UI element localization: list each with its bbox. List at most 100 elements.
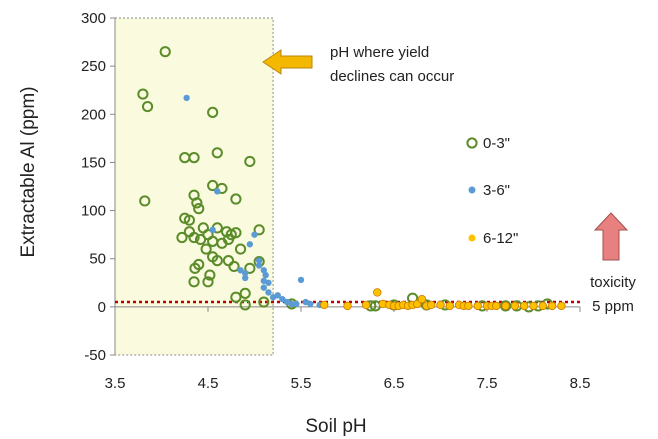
x-tick-label: 7.5	[477, 375, 498, 392]
x-tick-label: 4.5	[198, 375, 219, 392]
data-point	[260, 267, 267, 274]
legend-marker	[468, 186, 476, 194]
plot-area: -50 0 50 100 150 200 250 300 3.5 4.5 5.5 6.5 7.5 8.5	[81, 10, 590, 392]
data-point	[520, 301, 529, 311]
data-point	[209, 226, 216, 234]
data-point	[501, 301, 510, 311]
y-tick-label: 50	[89, 251, 106, 268]
y-axis-title: Extractable Al (ppm)	[18, 86, 39, 257]
data-point	[244, 262, 256, 274]
legend-marker	[466, 137, 478, 149]
data-point	[253, 224, 265, 236]
x-tick-label: 3.5	[105, 375, 126, 392]
data-point	[188, 276, 200, 288]
data-point	[183, 94, 190, 102]
toxicity-annotation-line-2: 5 ppm	[592, 298, 634, 315]
data-point	[204, 269, 216, 281]
data-point	[538, 301, 547, 311]
data-point	[251, 231, 258, 238]
data-point	[297, 276, 305, 284]
data-point	[228, 260, 240, 273]
data-point	[307, 300, 314, 308]
data-point	[141, 100, 154, 113]
x-tick-label: 8.5	[570, 375, 591, 392]
yield-arrow-icon	[262, 49, 313, 75]
data-point	[262, 271, 269, 279]
legend: 0-3" 3-6" 6-12"	[466, 135, 518, 247]
data-point	[230, 291, 242, 303]
data-point	[230, 193, 242, 205]
toxicity-annotation-line-1: toxicity	[590, 274, 636, 291]
legend-label: 6-12"	[483, 230, 518, 247]
data-point	[189, 262, 201, 274]
data-point	[529, 301, 538, 311]
data-point	[230, 227, 242, 239]
data-point	[436, 300, 445, 310]
data-point	[242, 269, 249, 277]
data-point	[510, 301, 520, 311]
data-point	[343, 301, 352, 311]
data-point	[361, 300, 371, 310]
data-point	[246, 241, 254, 248]
data-point	[159, 46, 171, 58]
data-point	[274, 292, 281, 299]
yield-annotation-line-1: pH where yield	[330, 44, 429, 61]
data-point	[464, 301, 473, 311]
data-point	[255, 257, 263, 264]
data-point	[547, 301, 557, 311]
data-point	[373, 288, 382, 297]
data-point	[500, 300, 512, 312]
data-point	[265, 279, 272, 286]
shaded-low-ph-region	[114, 17, 274, 356]
data-point	[492, 301, 501, 311]
data-point	[191, 197, 203, 209]
y-tick-label: 0	[98, 299, 106, 316]
data-point	[242, 274, 249, 282]
data-point	[293, 300, 300, 308]
y-tick-label: 100	[81, 203, 106, 220]
series-2	[183, 94, 537, 310]
data-point	[265, 289, 272, 296]
data-point	[239, 287, 251, 299]
data-point	[137, 88, 149, 100]
data-point	[188, 152, 200, 164]
data-point	[207, 106, 219, 118]
data-point	[183, 214, 195, 226]
data-point	[258, 296, 270, 308]
yield-annotation-line-2: declines can occur	[330, 68, 454, 85]
legend-marker	[468, 234, 476, 242]
data-point	[473, 301, 482, 311]
x-tick-label: 5.5	[291, 375, 312, 392]
data-point	[193, 203, 205, 215]
data-point	[445, 301, 454, 311]
data-point	[557, 301, 566, 311]
data-point	[202, 276, 214, 288]
data-point	[214, 188, 221, 195]
y-tick-label: 150	[81, 154, 106, 171]
y-tick-label: 300	[81, 10, 106, 27]
series-3	[320, 288, 566, 311]
y-tick-label: -50	[84, 347, 106, 364]
x-axis-title: Soil pH	[305, 416, 366, 437]
legend-label: 3-6"	[483, 182, 510, 199]
data-point	[222, 233, 235, 246]
data-point	[244, 155, 256, 168]
legend-label: 0-3"	[483, 135, 510, 152]
data-point	[188, 231, 200, 244]
data-point	[260, 284, 267, 291]
data-point	[211, 255, 223, 267]
data-point	[427, 300, 436, 310]
data-point	[200, 243, 212, 255]
x-tick-label: 6.5	[384, 375, 405, 392]
toxicity-arrow-icon	[593, 212, 629, 261]
data-point	[288, 300, 295, 308]
data-point	[211, 147, 223, 159]
data-point	[279, 295, 286, 303]
data-point	[255, 262, 263, 269]
data-point	[139, 195, 151, 207]
data-point	[237, 267, 244, 274]
data-point	[417, 294, 427, 304]
y-tick-label: 250	[81, 58, 106, 75]
data-point	[222, 255, 235, 267]
